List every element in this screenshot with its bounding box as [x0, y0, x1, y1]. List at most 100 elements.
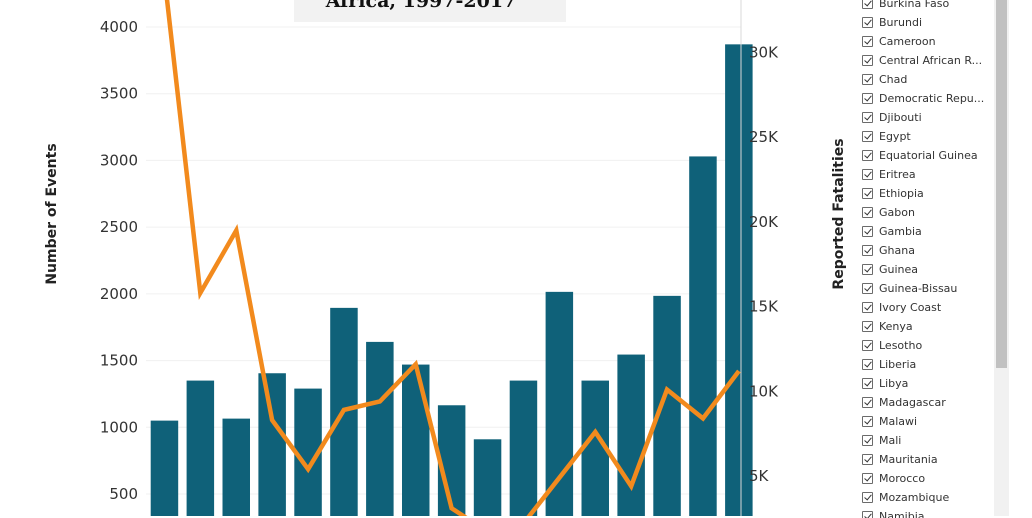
bar[interactable] [187, 381, 215, 516]
filter-item[interactable]: Central African R... [862, 51, 1010, 70]
filter-item[interactable]: Malawi [862, 412, 1010, 431]
filter-item[interactable]: Democratic Repu... [862, 89, 1010, 108]
right-tick-label: 20K [749, 213, 779, 231]
filter-item-label: Mozambique [879, 491, 949, 504]
bar[interactable] [653, 296, 681, 516]
checkbox-checked-icon[interactable] [862, 340, 873, 351]
filter-item-label: Burkina Faso [879, 0, 949, 10]
filter-item[interactable]: Mauritania [862, 450, 1010, 469]
checkbox-checked-icon[interactable] [862, 264, 873, 275]
checkbox-checked-icon[interactable] [862, 207, 873, 218]
checkbox-checked-icon[interactable] [862, 131, 873, 142]
bar[interactable] [474, 439, 502, 516]
filter-item[interactable]: Gabon [862, 203, 1010, 222]
filter-item[interactable]: Guinea [862, 260, 1010, 279]
filter-item[interactable]: Burundi [862, 13, 1010, 32]
filter-item[interactable]: Equatorial Guinea [862, 146, 1010, 165]
left-tick-label: 3500 [100, 85, 138, 103]
filter-item-label: Kenya [879, 320, 913, 333]
filter-item-label: Central African R... [879, 54, 982, 67]
checkbox-checked-icon[interactable] [862, 397, 873, 408]
checkbox-checked-icon[interactable] [862, 55, 873, 66]
left-tick-label: 500 [109, 485, 138, 503]
checkbox-checked-icon[interactable] [862, 473, 873, 484]
right-tick-label: 15K [749, 298, 779, 316]
filter-item-label: Libya [879, 377, 908, 390]
checkbox-checked-icon[interactable] [862, 378, 873, 389]
filter-item-label: Gambia [879, 225, 922, 238]
filter-item[interactable]: Ghana [862, 241, 1010, 260]
bar[interactable] [258, 373, 286, 516]
checkbox-checked-icon[interactable] [862, 93, 873, 104]
filter-item[interactable]: Mali [862, 431, 1010, 450]
left-tick-label: 1000 [100, 418, 138, 436]
filter-item[interactable]: Liberia [862, 355, 1010, 374]
filter-item[interactable]: Ivory Coast [862, 298, 1010, 317]
left-tick-label: 3000 [100, 151, 138, 169]
filter-item-label: Mali [879, 434, 901, 447]
checkbox-checked-icon[interactable] [862, 321, 873, 332]
scrollbar-thumb[interactable] [996, 0, 1007, 368]
checkbox-checked-icon[interactable] [862, 17, 873, 28]
filter-item[interactable]: Kenya [862, 317, 1010, 336]
checkbox-checked-icon[interactable] [862, 302, 873, 313]
bar[interactable] [151, 421, 179, 516]
filter-item[interactable]: Morocco [862, 469, 1010, 488]
filter-item-label: Gabon [879, 206, 915, 219]
right-tick-label: 30K [749, 44, 779, 62]
checkbox-checked-icon[interactable] [862, 435, 873, 446]
checkbox-checked-icon[interactable] [862, 112, 873, 123]
filter-item-label: Madagascar [879, 396, 946, 409]
checkbox-checked-icon[interactable] [862, 416, 873, 427]
filter-item-label: Ivory Coast [879, 301, 941, 314]
filter-scrollbar[interactable] [994, 0, 1009, 516]
filter-item[interactable]: Madagascar [862, 393, 1010, 412]
filter-item-label: Djibouti [879, 111, 922, 124]
bar[interactable] [366, 342, 394, 516]
filter-item[interactable]: Ethiopia [862, 184, 1010, 203]
filter-item[interactable]: Gambia [862, 222, 1010, 241]
bar[interactable] [725, 44, 753, 516]
checkbox-checked-icon[interactable] [862, 169, 873, 180]
right-tick-label: 10K [749, 382, 779, 400]
filter-item[interactable]: Mozambique [862, 488, 1010, 507]
filter-item[interactable]: Libya [862, 374, 1010, 393]
bar[interactable] [510, 381, 538, 516]
filter-item[interactable]: Guinea-Bissau [862, 279, 1010, 298]
filter-item-label: Chad [879, 73, 907, 86]
checkbox-checked-icon[interactable] [862, 0, 873, 9]
checkbox-checked-icon[interactable] [862, 74, 873, 85]
left-axis-title: Number of Events [44, 143, 60, 284]
checkbox-checked-icon[interactable] [862, 454, 873, 465]
bar[interactable] [689, 156, 717, 516]
filter-item[interactable]: Egypt [862, 127, 1010, 146]
checkbox-checked-icon[interactable] [862, 36, 873, 47]
filter-item[interactable]: Cameroon [862, 32, 1010, 51]
left-tick-label: 2000 [100, 285, 138, 303]
filter-item[interactable]: Lesotho [862, 336, 1010, 355]
checkbox-checked-icon[interactable] [862, 188, 873, 199]
filter-item[interactable]: Chad [862, 70, 1010, 89]
filter-item-label: Liberia [879, 358, 916, 371]
filter-item[interactable]: Burkina Faso [862, 0, 1010, 13]
filter-item-label: Morocco [879, 472, 925, 485]
filter-item[interactable]: Djibouti [862, 108, 1010, 127]
bar[interactable] [546, 292, 574, 516]
checkbox-checked-icon[interactable] [862, 150, 873, 161]
left-tick-label: 2500 [100, 218, 138, 236]
chart-title: Africa, 1997-2017 [325, 0, 517, 12]
bar[interactable] [223, 419, 251, 516]
checkbox-checked-icon[interactable] [862, 226, 873, 237]
bar[interactable] [402, 365, 430, 516]
checkbox-checked-icon[interactable] [862, 245, 873, 256]
checkbox-checked-icon[interactable] [862, 511, 873, 518]
filter-item-label: Malawi [879, 415, 917, 428]
checkbox-checked-icon[interactable] [862, 283, 873, 294]
filter-item[interactable]: Namibia [862, 507, 1010, 518]
checkbox-checked-icon[interactable] [862, 359, 873, 370]
filter-item[interactable]: Eritrea [862, 165, 1010, 184]
bar[interactable] [617, 355, 645, 516]
left-tick-label: 1500 [100, 352, 138, 370]
checkbox-checked-icon[interactable] [862, 492, 873, 503]
